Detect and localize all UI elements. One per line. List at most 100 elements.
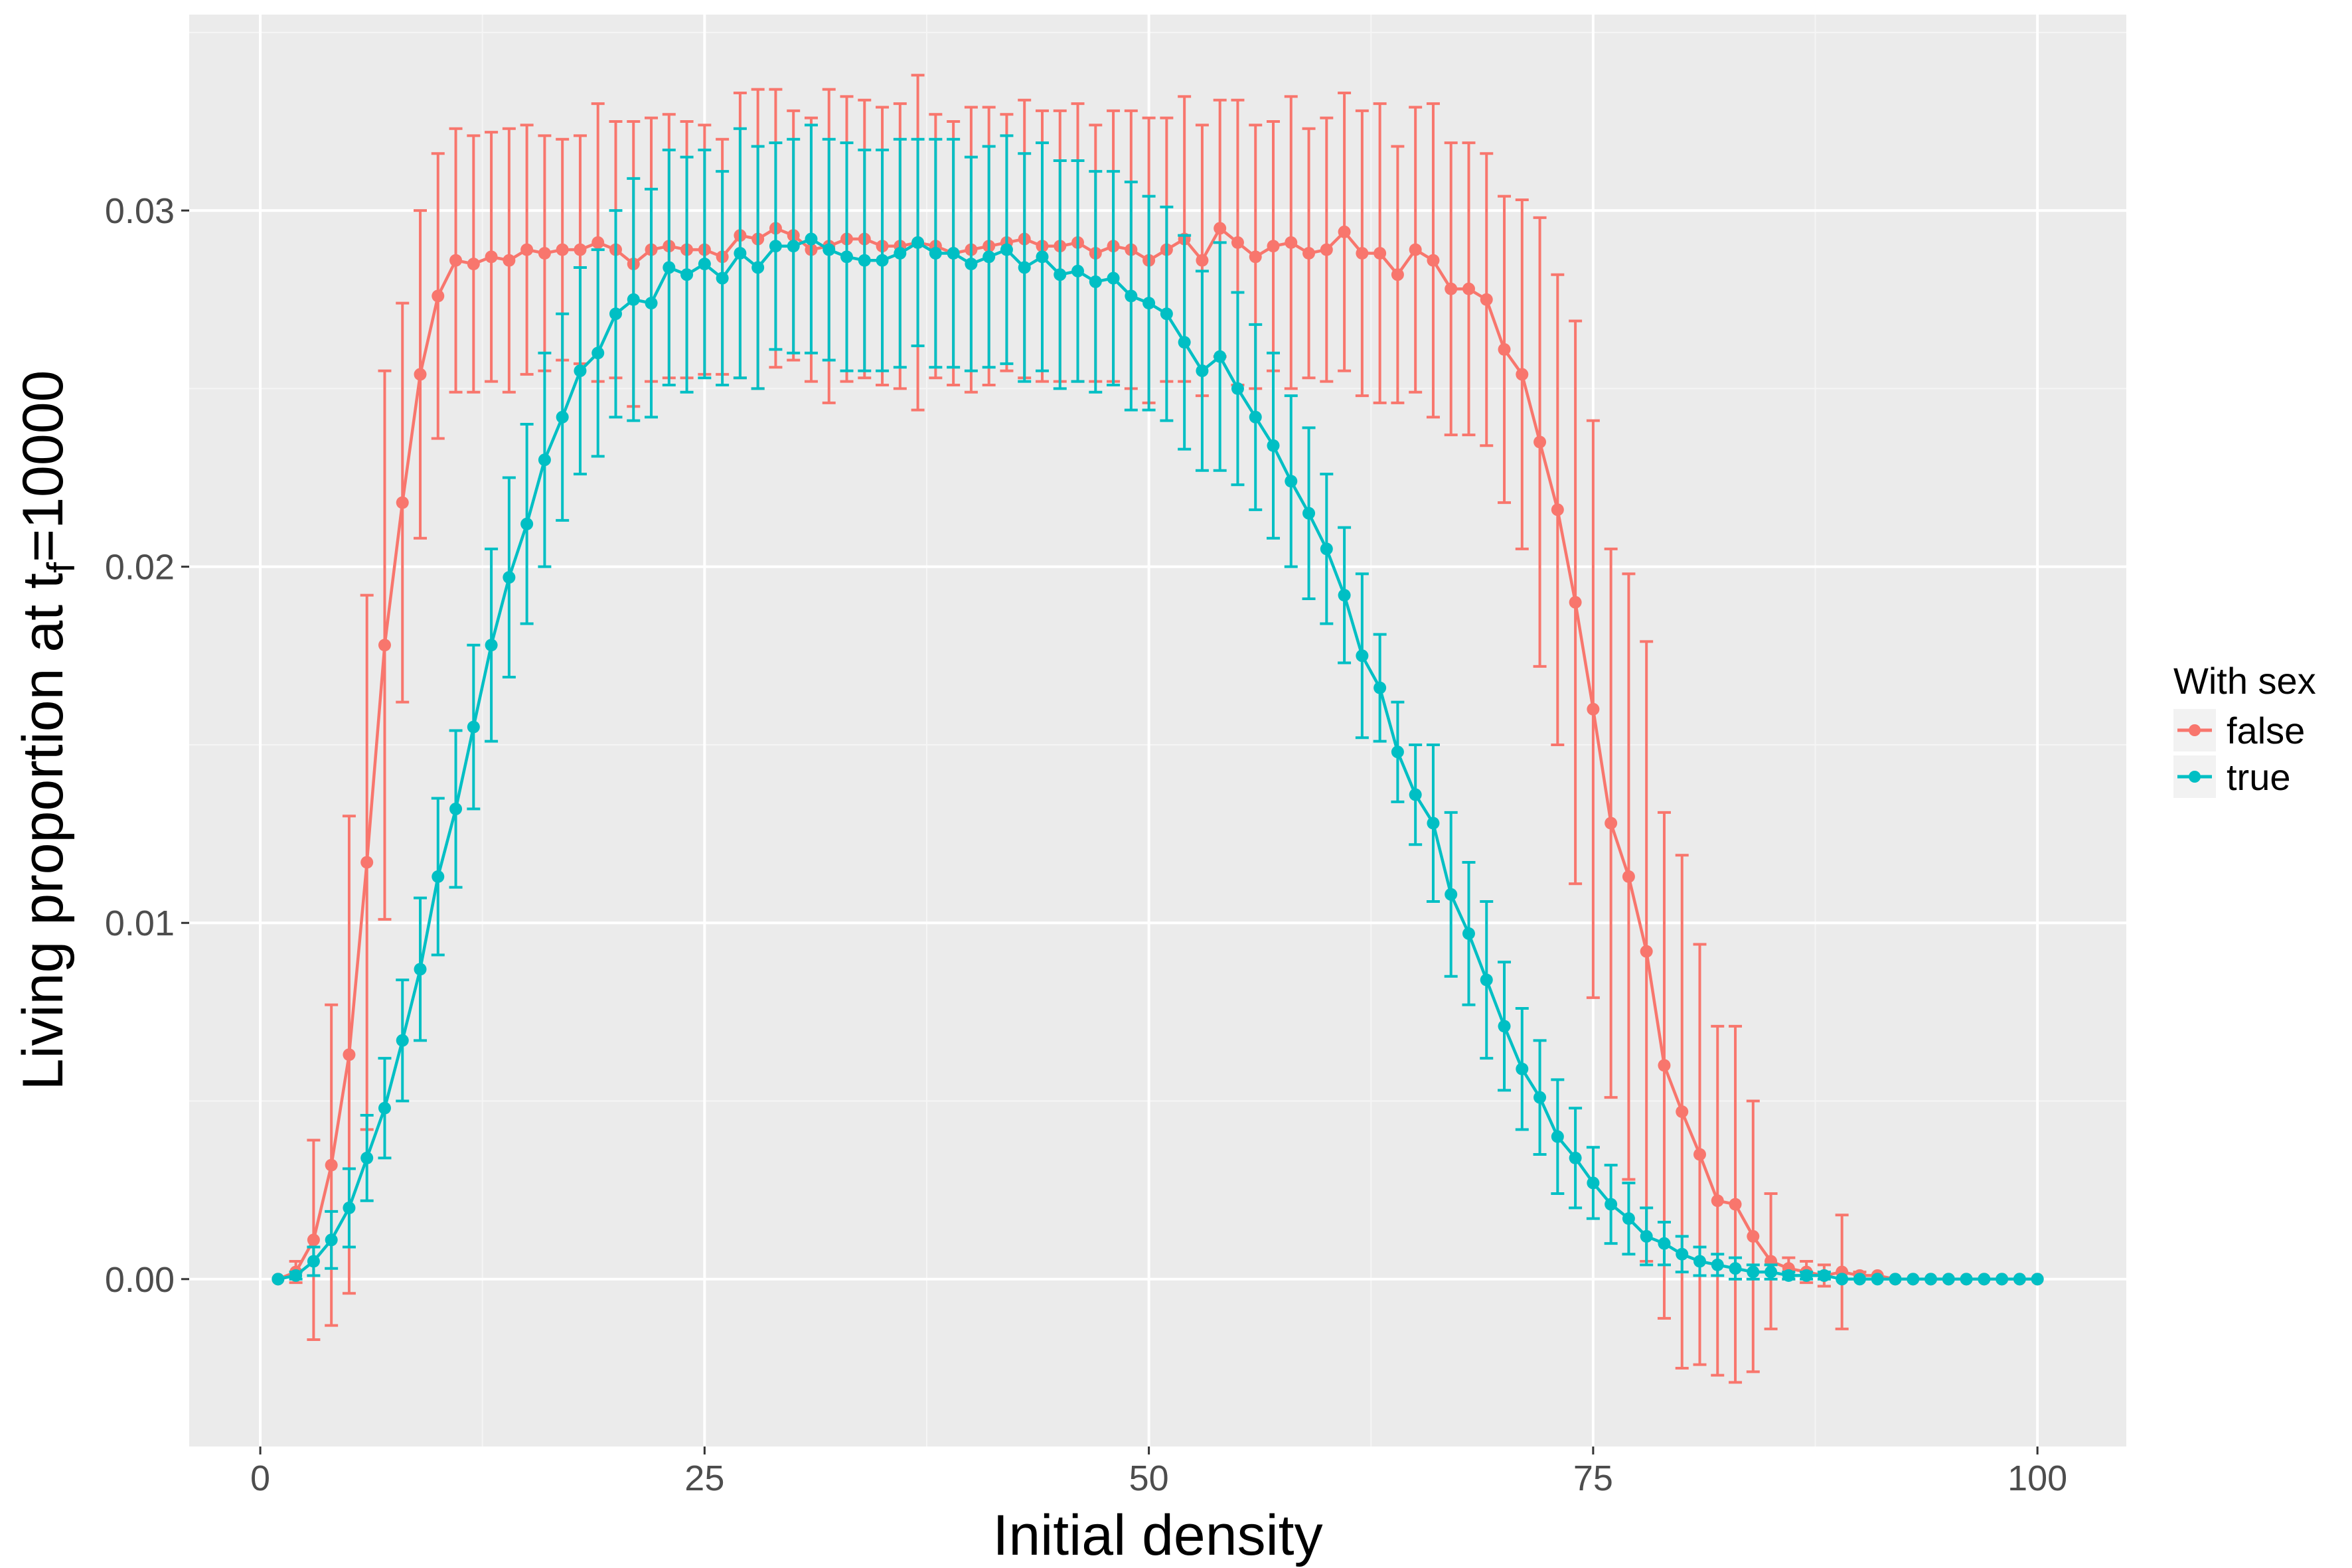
data-point-true [663, 261, 676, 274]
data-point-false [1231, 236, 1244, 249]
data-point-true [1231, 382, 1244, 395]
data-point-true [449, 803, 463, 816]
data-point-true [272, 1273, 285, 1286]
data-point-false [503, 254, 516, 267]
data-point-true [1178, 336, 1191, 349]
data-point-true [378, 1101, 391, 1115]
data-point-true [1924, 1273, 1938, 1286]
data-point-true [1853, 1273, 1866, 1286]
legend-label-true: true [2227, 756, 2291, 798]
data-point-true [1533, 1091, 1547, 1104]
data-point-false [1214, 222, 1227, 235]
data-point-false [1569, 595, 1582, 609]
data-point-true [1711, 1258, 1724, 1271]
data-point-false [538, 247, 551, 260]
data-point-true [1036, 250, 1049, 264]
data-point-true [1142, 297, 1156, 310]
x-tick-label: 0 [250, 1458, 270, 1498]
data-point-true [894, 247, 907, 260]
data-point-true [1871, 1273, 1884, 1286]
data-point-true [1587, 1176, 1600, 1190]
data-point-true [1764, 1265, 1778, 1279]
data-point-true [1000, 243, 1013, 256]
data-point-true [1160, 307, 1173, 321]
data-point-false [1587, 702, 1600, 716]
data-point-true [1747, 1265, 1760, 1279]
data-point-true [1693, 1255, 1707, 1268]
legend: With sex false true [2173, 660, 2316, 798]
data-point-false [1462, 282, 1475, 295]
data-point-true [556, 410, 569, 424]
data-point-false [414, 368, 427, 381]
data-point-true [716, 272, 729, 285]
data-point-true [1107, 272, 1120, 285]
data-point-true [538, 453, 551, 467]
data-point-false [1356, 247, 1369, 260]
data-point-false [1605, 817, 1618, 830]
data-point-true [1889, 1273, 1902, 1286]
data-point-true [289, 1269, 303, 1282]
data-point-false [1480, 293, 1493, 306]
y-tick-label: 0.02 [105, 548, 175, 588]
data-point-true [1605, 1198, 1618, 1211]
data-point-true [1462, 927, 1475, 940]
data-point-true [1214, 350, 1227, 363]
data-point-true [1480, 973, 1493, 986]
data-point-true [1907, 1273, 1920, 1286]
data-point-true [787, 240, 800, 253]
y-axis-title-tail: =10000 [11, 370, 75, 562]
data-point-true [982, 250, 996, 264]
series-layer [272, 74, 2044, 1384]
data-point-true [1373, 681, 1387, 694]
data-point-true [734, 247, 747, 260]
data-point-true [947, 247, 960, 260]
data-point-true [858, 254, 871, 267]
data-point-true [1729, 1262, 1742, 1275]
data-point-false [1676, 1105, 1689, 1119]
data-point-false [343, 1048, 356, 1061]
data-point-true [609, 307, 622, 321]
data-point-true [876, 254, 889, 267]
y-axis-title-subscript: f [40, 562, 83, 573]
data-point-true [1445, 888, 1458, 901]
data-point-true [769, 240, 782, 253]
data-point-true [1267, 439, 1280, 452]
data-point-false [574, 243, 587, 256]
plot-panel [189, 15, 2126, 1447]
data-point-false [1498, 343, 1511, 356]
legend-title: With sex [2173, 660, 2316, 702]
data-point-false [467, 258, 480, 271]
series-true [272, 123, 2044, 1286]
legend-point-true [2189, 771, 2201, 783]
data-point-true [574, 364, 587, 378]
data-point-true [360, 1151, 374, 1164]
data-point-true [467, 720, 480, 734]
data-point-false [431, 289, 445, 303]
data-point-false [1338, 225, 1351, 238]
data-point-true [1018, 261, 1031, 274]
data-point-false [1196, 254, 1209, 267]
data-point-true [1125, 289, 1138, 303]
data-point-true [1622, 1212, 1635, 1225]
data-point-true [805, 232, 818, 246]
data-point-true [1089, 275, 1102, 288]
data-point-false [1373, 247, 1387, 260]
data-point-true [1196, 364, 1209, 378]
data-point-false [1658, 1059, 1671, 1072]
data-point-false [1285, 236, 1298, 249]
data-point-true [431, 870, 445, 883]
data-point-false [1516, 368, 1529, 381]
data-point-true [520, 517, 534, 530]
data-point-false [396, 496, 409, 509]
data-point-true [929, 247, 942, 260]
data-point-true [1978, 1273, 1991, 1286]
data-point-true [1320, 542, 1333, 556]
legend-label-false: false [2227, 710, 2305, 751]
data-point-true [627, 293, 640, 306]
x-tick-label: 50 [1129, 1458, 1169, 1498]
data-point-true [1836, 1273, 1849, 1286]
data-point-true [965, 258, 978, 271]
data-point-false [1409, 243, 1422, 256]
data-point-true [1996, 1273, 2009, 1286]
